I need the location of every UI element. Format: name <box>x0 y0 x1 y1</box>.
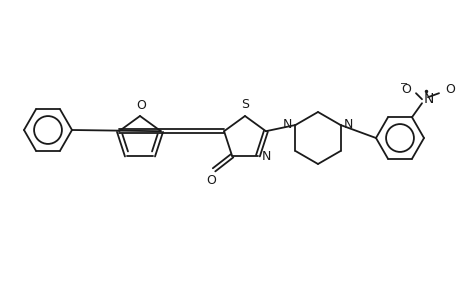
Text: N: N <box>343 118 352 130</box>
Text: N: N <box>423 92 433 106</box>
Text: N: N <box>282 118 292 130</box>
Text: −: − <box>399 79 407 89</box>
Text: N: N <box>261 150 271 163</box>
Text: S: S <box>241 98 248 111</box>
Text: O: O <box>444 83 454 96</box>
Text: O: O <box>206 174 216 187</box>
Text: O: O <box>136 99 146 112</box>
Text: O: O <box>400 83 410 96</box>
